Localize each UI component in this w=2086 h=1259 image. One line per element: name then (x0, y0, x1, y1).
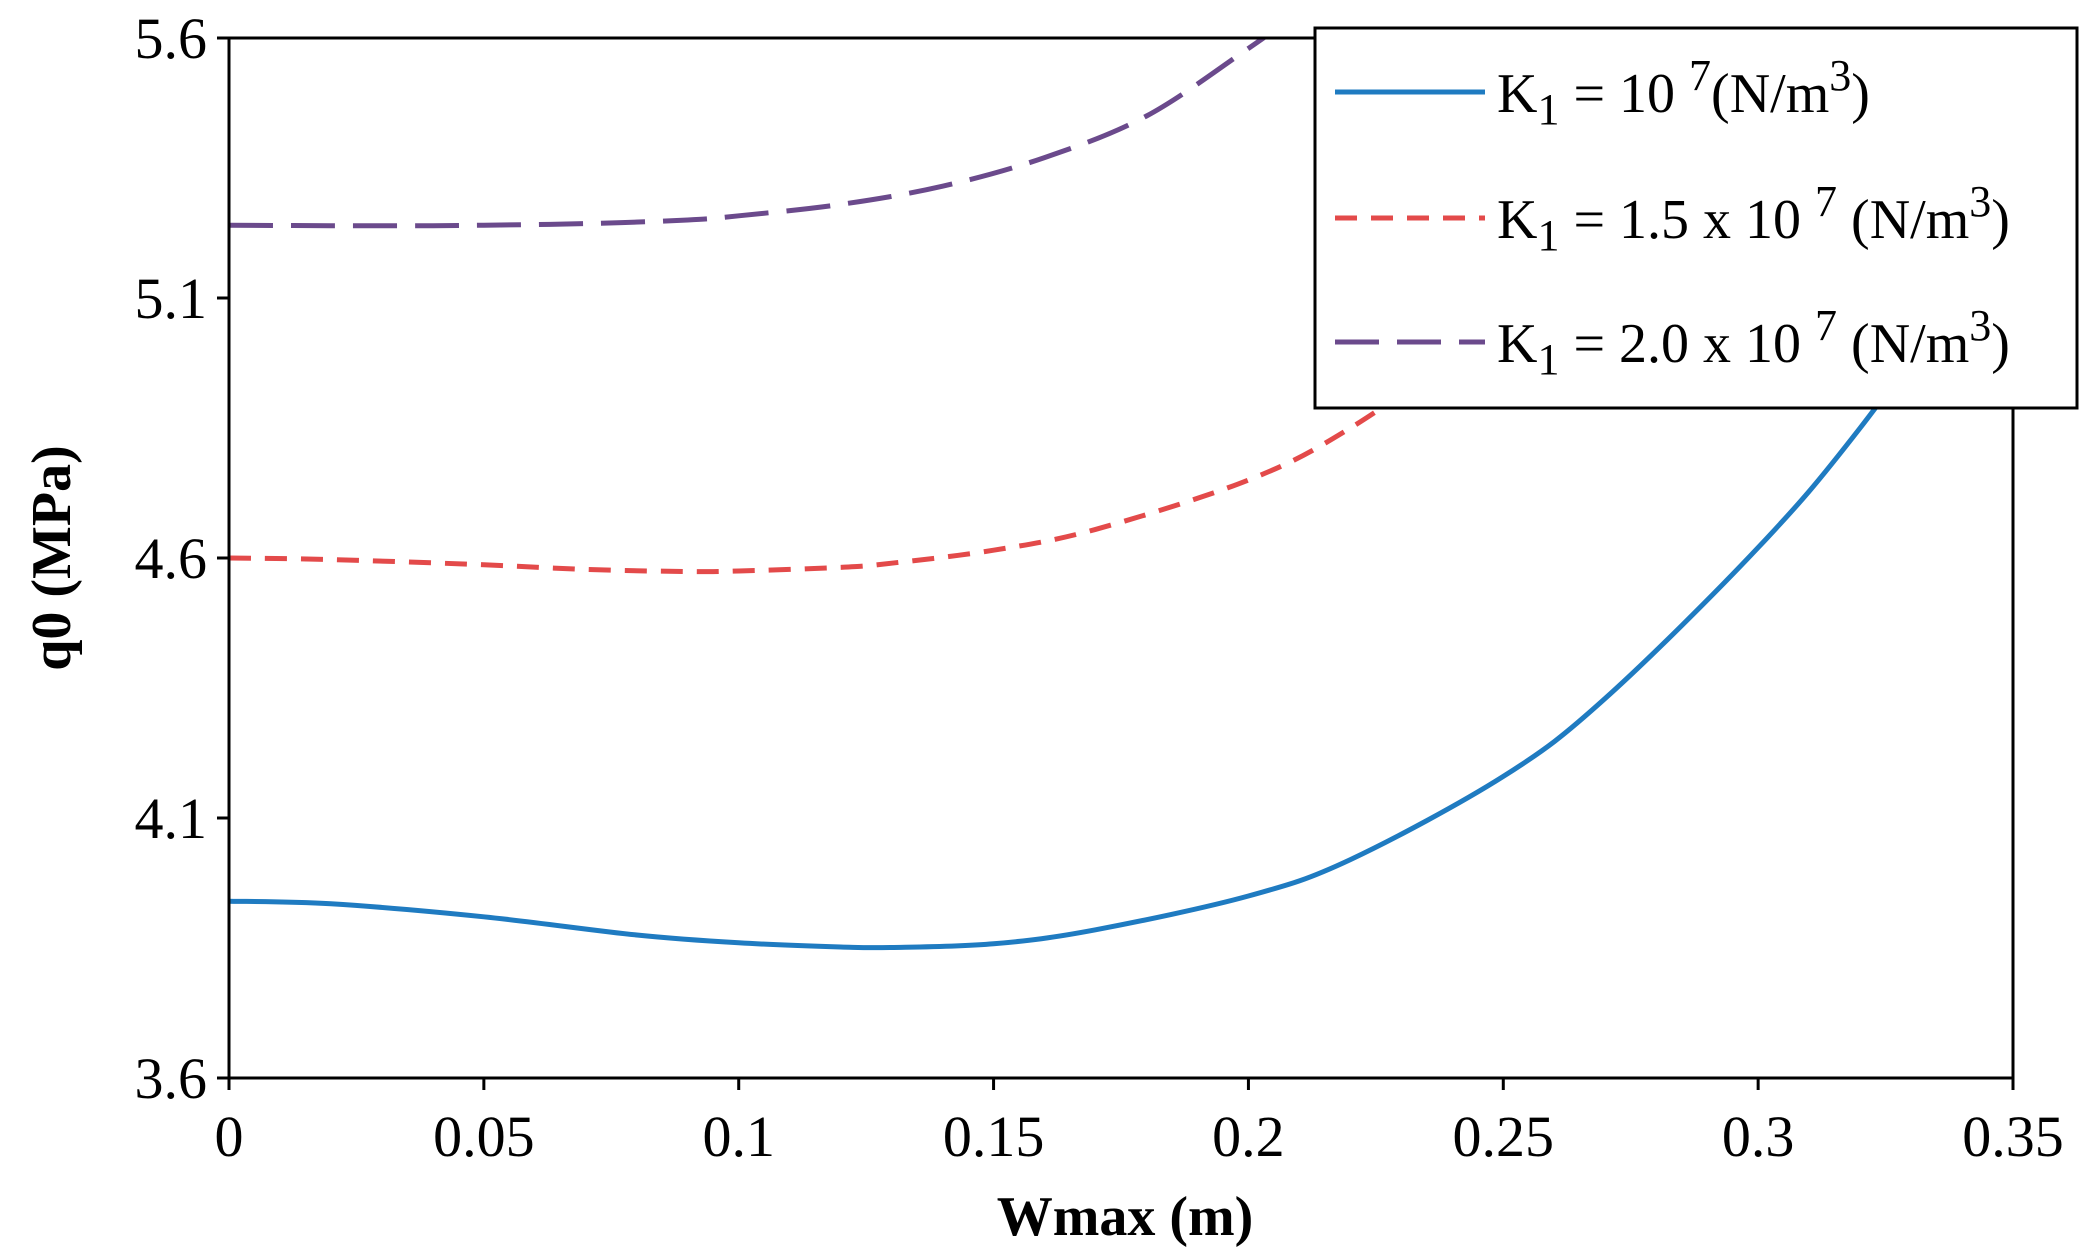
legend-label-3: K1 = 2.0 x 10 7 (N/m3) (1497, 301, 2010, 384)
x-tick-label: 0.3 (1722, 1104, 1795, 1169)
x-tick-label: 0.35 (1962, 1104, 2064, 1169)
legend-label-part: (N/m (1837, 313, 1969, 375)
x-tick-label: 0.2 (1212, 1104, 1285, 1169)
y-tick-label: 5.6 (135, 6, 208, 71)
series-line-2 (229, 321, 1505, 575)
legend-label-part: K (1497, 63, 1537, 125)
legend-label-part: 3 (1969, 301, 1991, 350)
legend-label-part: 1 (1537, 335, 1559, 384)
series-line-1 (229, 218, 2013, 951)
y-tick-label: 5.1 (135, 266, 208, 331)
legend-label-part: = 10 (1559, 63, 1689, 125)
legend-label-part: 3 (1829, 51, 1851, 100)
x-tick-label: 0.15 (943, 1104, 1045, 1169)
x-tick-label: 0.1 (702, 1104, 775, 1169)
legend-label-part: 3 (1969, 177, 1991, 226)
legend-label-2: K1 = 1.5 x 10 7 (N/m3) (1497, 177, 2010, 260)
y-axis-title: q0 (MPa) (21, 445, 83, 671)
legend-label-part: K (1497, 313, 1537, 375)
y-tick-label: 4.6 (135, 526, 208, 591)
legend: K1 = 10 7(N/m3)K1 = 1.5 x 10 7 (N/m3)K1 … (1313, 26, 2079, 410)
y-tick-label: 3.6 (135, 1046, 208, 1111)
plot-area-frame (227, 36, 2015, 1080)
legend-label-part: (N/m (1837, 189, 1969, 251)
legend-label-part: ) (1991, 313, 2010, 375)
x-axis-ticks: 0 0.05 0.1 0.15 0.2 0.25 0.3 0.35 (215, 1078, 2064, 1169)
legend-label-part: 7 (1689, 51, 1711, 100)
legend-label-part: ) (1851, 63, 1870, 125)
legend-label-part: 7 (1815, 177, 1837, 226)
x-axis-title: Wmax (m) (997, 1186, 1254, 1248)
legend-label-part: K (1497, 189, 1537, 251)
legend-label-part: = 1.5 x 10 (1559, 189, 1815, 251)
legend-label-part: 1 (1537, 211, 1559, 260)
y-tick-label: 4.1 (135, 786, 208, 851)
x-tick-label: 0.05 (433, 1104, 535, 1169)
legend-label-part: 1 (1537, 85, 1559, 134)
legend-label-part: ) (1991, 189, 2010, 251)
legend-label-part: 7 (1815, 301, 1837, 350)
legend-label-1: K1 = 10 7(N/m3) (1497, 51, 1870, 134)
legend-label-part: (N/m (1711, 63, 1829, 125)
x-tick-label: 0 (215, 1104, 244, 1169)
series-layer (229, 38, 2013, 951)
x-tick-label: 0.25 (1453, 1104, 1555, 1169)
legend-label-part: = 2.0 x 10 (1559, 313, 1815, 375)
y-axis-ticks: 3.6 4.1 4.6 5.1 5.6 (135, 6, 229, 1111)
series-line-3 (229, 38, 1268, 229)
